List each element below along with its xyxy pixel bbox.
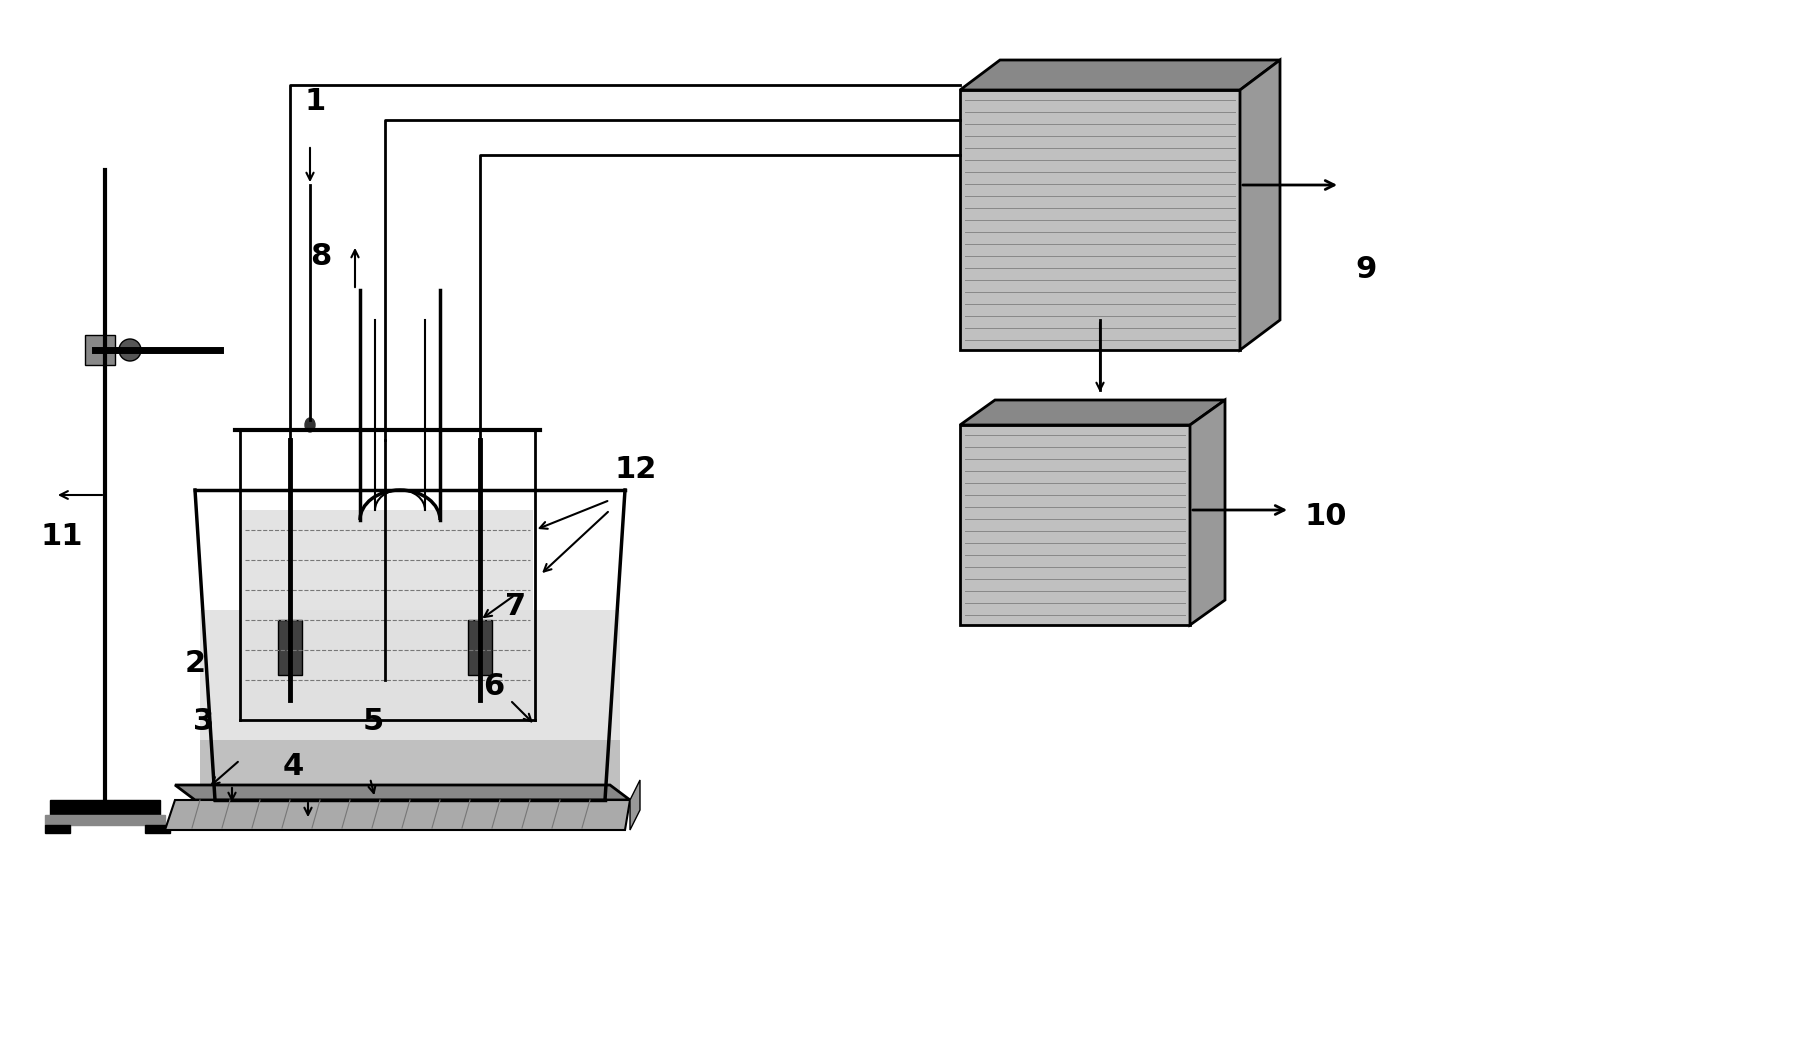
Polygon shape [960, 60, 1280, 90]
Polygon shape [960, 90, 1240, 350]
Polygon shape [199, 739, 619, 798]
Text: 1: 1 [305, 87, 327, 116]
Bar [278, 620, 302, 675]
Text: 6: 6 [483, 672, 504, 701]
Polygon shape [242, 510, 533, 718]
Text: 7: 7 [504, 592, 526, 621]
Text: 10: 10 [1305, 502, 1348, 531]
Bar [45, 825, 70, 833]
Ellipse shape [305, 418, 314, 432]
Bar [468, 620, 492, 675]
Bar [50, 800, 160, 815]
Ellipse shape [118, 339, 142, 361]
Text: 4: 4 [284, 752, 303, 781]
Bar [84, 335, 115, 365]
Polygon shape [1240, 60, 1280, 350]
Polygon shape [174, 785, 630, 800]
Polygon shape [960, 425, 1190, 625]
Bar [45, 815, 165, 825]
Text: 8: 8 [311, 242, 332, 271]
Text: 11: 11 [39, 522, 83, 551]
Polygon shape [960, 401, 1224, 425]
Polygon shape [630, 780, 641, 830]
Bar [145, 825, 171, 833]
Polygon shape [1190, 401, 1224, 625]
Polygon shape [165, 800, 630, 830]
Text: 3: 3 [194, 707, 214, 736]
Text: 12: 12 [616, 455, 657, 484]
Polygon shape [199, 610, 619, 798]
Text: 5: 5 [363, 707, 384, 736]
Text: 2: 2 [185, 649, 206, 678]
Text: 9: 9 [1355, 254, 1377, 284]
